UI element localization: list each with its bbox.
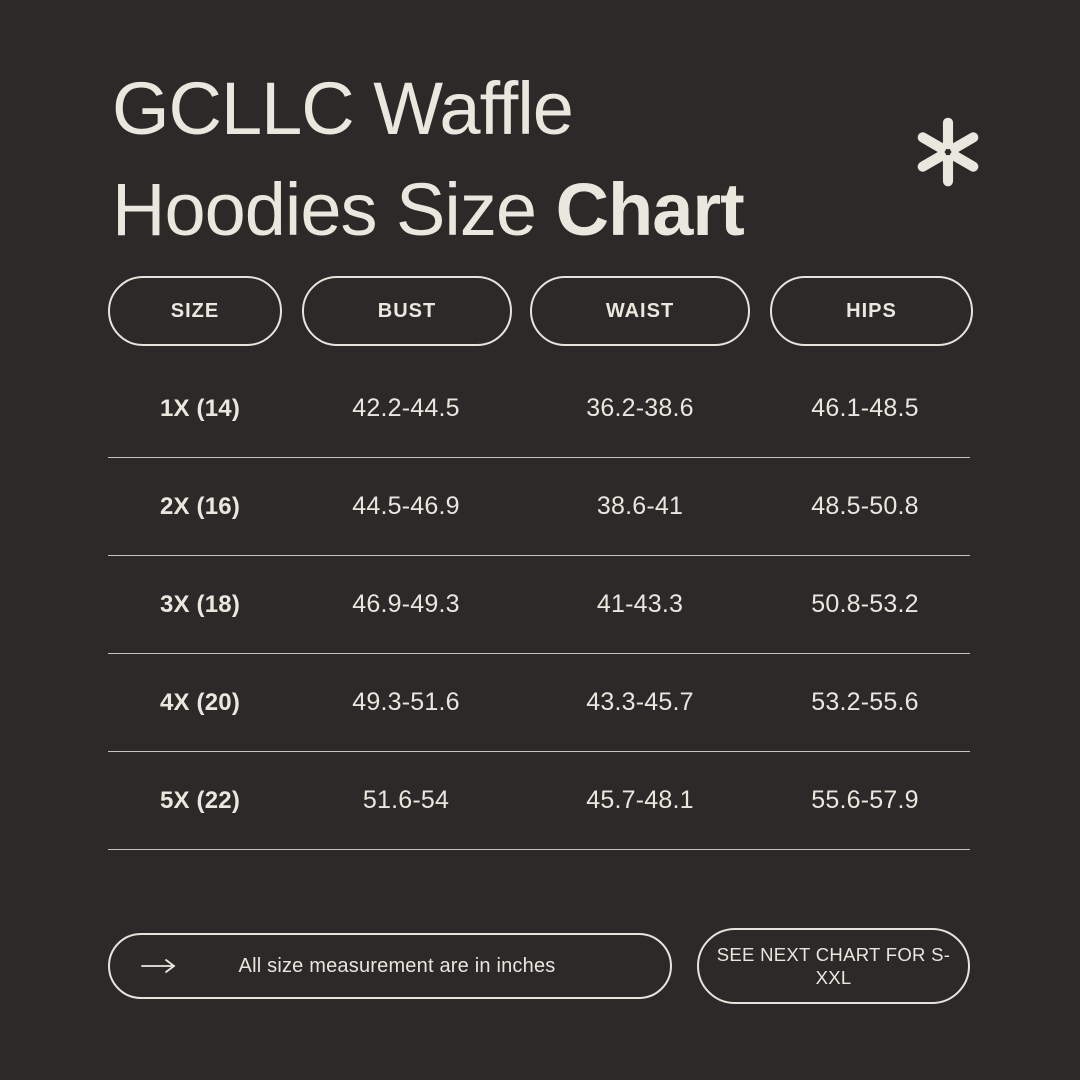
table-row: 4X (20) 49.3-51.6 43.3-45.7 53.2-55.6 xyxy=(108,654,970,752)
header-label-hips: HIPS xyxy=(846,299,897,322)
title-line1: GCLLC Waffle xyxy=(112,67,574,150)
cell-hips: 50.8-53.2 xyxy=(811,590,919,618)
measurement-note-pill: All size measurement are in inches xyxy=(108,933,672,999)
next-chart-text: SEE NEXT CHART FOR S-XXL xyxy=(716,944,951,988)
title-line2-bold: Chart xyxy=(555,168,745,251)
cell-size: 4X (20) xyxy=(159,688,241,716)
header-pill-bust: BUST xyxy=(302,276,512,346)
measurement-note-text: All size measurement are in inches xyxy=(238,954,556,977)
size-table: 1X (14) 42.2-44.5 36.2-38.6 46.1-48.5 2X… xyxy=(108,360,970,850)
header-label-waist: WAIST xyxy=(605,299,675,322)
title-line2-regular: Hoodies Size xyxy=(112,168,537,251)
table-row: 3X (18) 46.9-49.3 41-43.3 50.8-53.2 xyxy=(108,556,970,654)
cell-waist: 43.3-45.7 xyxy=(586,688,694,716)
cell-bust: 51.6-54 xyxy=(362,786,450,814)
table-header-row: SIZE BUST WAIST HIPS xyxy=(0,276,1080,346)
right-arrow-icon xyxy=(140,958,180,974)
cell-size: 2X (16) xyxy=(159,492,241,520)
cell-hips: 53.2-55.6 xyxy=(811,688,919,716)
cell-hips: 55.6-57.9 xyxy=(811,786,919,814)
cell-waist: 38.6-41 xyxy=(596,492,684,520)
cell-size: 5X (22) xyxy=(159,786,241,814)
table-row: 1X (14) 42.2-44.5 36.2-38.6 46.1-48.5 xyxy=(108,360,970,458)
next-chart-pill: SEE NEXT CHART FOR S-XXL xyxy=(697,928,970,1004)
cell-size: 1X (14) xyxy=(159,394,241,422)
table-row: 5X (22) 51.6-54 45.7-48.1 55.6-57.9 xyxy=(108,752,970,850)
asterisk-icon xyxy=(912,116,984,188)
cell-waist: 45.7-48.1 xyxy=(586,786,694,814)
table-row: 2X (16) 44.5-46.9 38.6-41 48.5-50.8 xyxy=(108,458,970,556)
cell-waist: 41-43.3 xyxy=(596,590,684,618)
header-pill-hips: HIPS xyxy=(770,276,973,346)
cell-bust: 44.5-46.9 xyxy=(352,492,460,520)
header-pill-size: SIZE xyxy=(108,276,282,346)
header-pill-waist: WAIST xyxy=(530,276,750,346)
cell-hips: 48.5-50.8 xyxy=(811,492,919,520)
title-line2: Hoodies Size Chart xyxy=(112,159,745,260)
cell-waist: 36.2-38.6 xyxy=(586,394,694,422)
page-title: GCLLC Waffle Hoodies Size Chart xyxy=(112,58,745,260)
cell-bust: 42.2-44.5 xyxy=(352,394,460,422)
header-label-size: SIZE xyxy=(170,299,220,322)
cell-bust: 46.9-49.3 xyxy=(352,590,460,618)
cell-hips: 46.1-48.5 xyxy=(811,394,919,422)
header-label-bust: BUST xyxy=(377,299,437,322)
cell-size: 3X (18) xyxy=(159,590,241,618)
cell-bust: 49.3-51.6 xyxy=(352,688,460,716)
